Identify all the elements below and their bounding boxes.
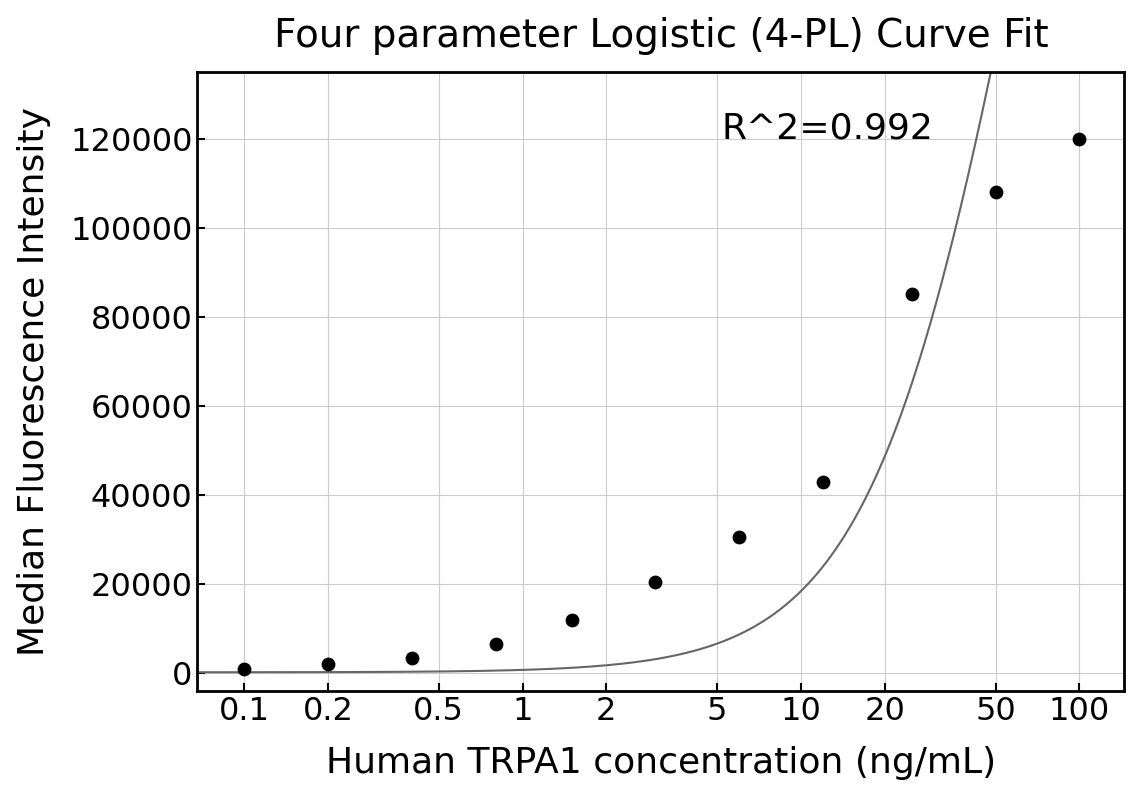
Point [645, 575, 663, 588]
Text: R^2=0.992: R^2=0.992 [722, 112, 933, 146]
Point [562, 614, 580, 626]
Point [730, 531, 748, 544]
X-axis label: Human TRPA1 concentration (ng/mL): Human TRPA1 concentration (ng/mL) [326, 746, 995, 780]
Title: Four parameter Logistic (4-PL) Curve Fit: Four parameter Logistic (4-PL) Curve Fit [274, 17, 1048, 55]
Point [1069, 132, 1088, 145]
Point [986, 186, 1004, 198]
Point [235, 663, 253, 676]
Point [902, 288, 920, 300]
Point [813, 475, 831, 488]
Point [318, 658, 336, 670]
Y-axis label: Median Fluorescence Intensity: Median Fluorescence Intensity [17, 107, 50, 656]
Point [486, 638, 504, 650]
Point [402, 651, 421, 664]
